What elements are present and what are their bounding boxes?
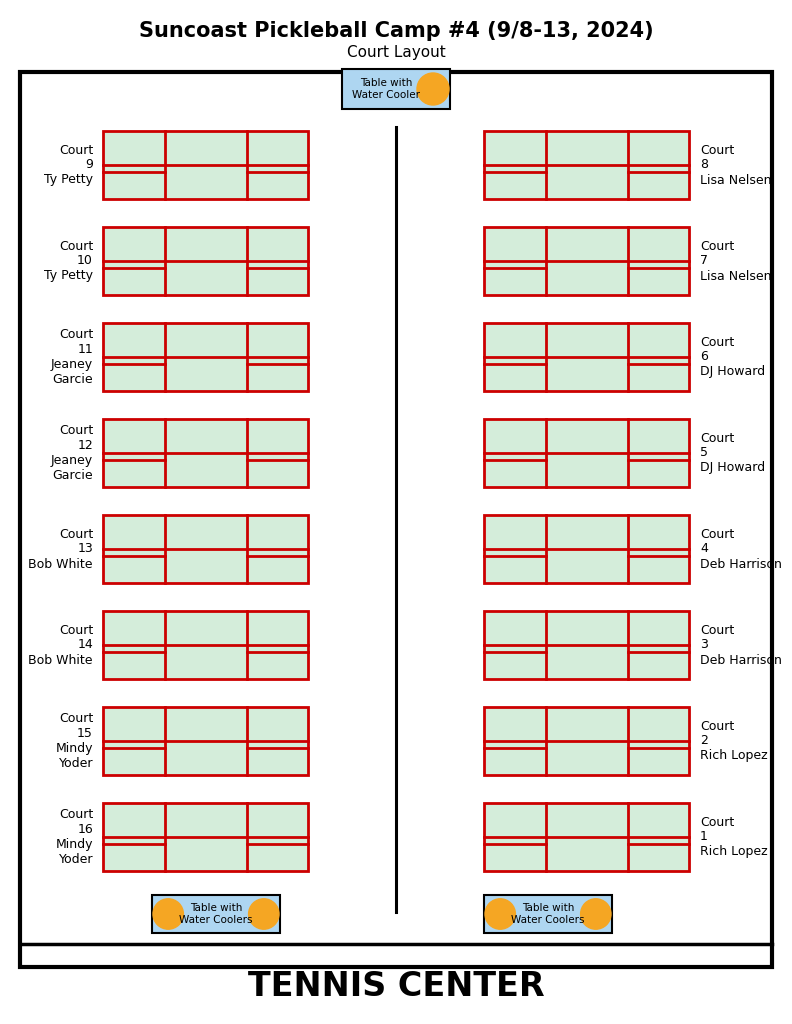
Bar xyxy=(484,895,612,933)
Text: Court
12
Jeaney
Garcie: Court 12 Jeaney Garcie xyxy=(51,424,93,482)
Bar xyxy=(484,227,689,295)
Circle shape xyxy=(153,899,184,929)
Text: Court
1
Rich Lopez: Court 1 Rich Lopez xyxy=(700,815,767,858)
Text: Table with
Water Coolers: Table with Water Coolers xyxy=(179,903,253,925)
Text: Court Layout: Court Layout xyxy=(347,44,445,59)
Circle shape xyxy=(485,899,516,929)
Bar xyxy=(152,895,280,933)
Text: Court
2
Rich Lopez: Court 2 Rich Lopez xyxy=(700,720,767,763)
Bar xyxy=(103,803,308,871)
Text: Court
11
Jeaney
Garcie: Court 11 Jeaney Garcie xyxy=(51,328,93,386)
Text: Court
8
Lisa Nelsen: Court 8 Lisa Nelsen xyxy=(700,143,771,186)
Bar xyxy=(484,419,689,487)
Circle shape xyxy=(249,899,279,929)
Bar xyxy=(103,611,308,679)
Text: Court
6
DJ Howard: Court 6 DJ Howard xyxy=(700,336,765,379)
Bar xyxy=(484,515,689,583)
Bar xyxy=(103,227,308,295)
Text: Court
5
DJ Howard: Court 5 DJ Howard xyxy=(700,431,765,474)
Text: Court
4
Deb Harrison: Court 4 Deb Harrison xyxy=(700,527,782,570)
Text: Court
7
Lisa Nelsen: Court 7 Lisa Nelsen xyxy=(700,240,771,283)
Bar xyxy=(103,515,308,583)
Bar xyxy=(103,419,308,487)
Bar xyxy=(20,72,772,967)
Bar xyxy=(484,131,689,199)
Text: Court
14
Bob White: Court 14 Bob White xyxy=(29,624,93,667)
Text: Court
9
Ty Petty: Court 9 Ty Petty xyxy=(44,143,93,186)
Text: Table with
Water Cooler: Table with Water Cooler xyxy=(352,78,421,99)
Text: TENNIS CENTER: TENNIS CENTER xyxy=(248,970,544,1002)
Bar xyxy=(484,707,689,775)
Text: Court
15
Mindy
Yoder: Court 15 Mindy Yoder xyxy=(55,712,93,770)
Text: Court
10
Ty Petty: Court 10 Ty Petty xyxy=(44,240,93,283)
Text: Suncoast Pickleball Camp #4 (9/8-13, 2024): Suncoast Pickleball Camp #4 (9/8-13, 202… xyxy=(139,22,653,41)
Bar xyxy=(484,803,689,871)
Circle shape xyxy=(581,899,611,929)
Bar xyxy=(103,707,308,775)
Bar xyxy=(484,323,689,391)
Circle shape xyxy=(417,73,449,105)
Text: Court
13
Bob White: Court 13 Bob White xyxy=(29,527,93,570)
Bar xyxy=(484,611,689,679)
Bar xyxy=(103,131,308,199)
Text: Court
16
Mindy
Yoder: Court 16 Mindy Yoder xyxy=(55,808,93,866)
Bar xyxy=(103,323,308,391)
Bar xyxy=(342,69,450,109)
Text: Court
3
Deb Harrison: Court 3 Deb Harrison xyxy=(700,624,782,667)
Text: Table with
Water Coolers: Table with Water Coolers xyxy=(512,903,584,925)
